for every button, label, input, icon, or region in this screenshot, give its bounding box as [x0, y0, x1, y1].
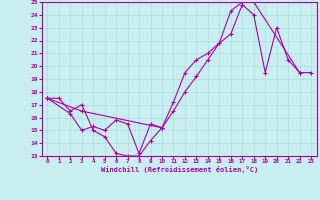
X-axis label: Windchill (Refroidissement éolien,°C): Windchill (Refroidissement éolien,°C) — [100, 166, 258, 173]
